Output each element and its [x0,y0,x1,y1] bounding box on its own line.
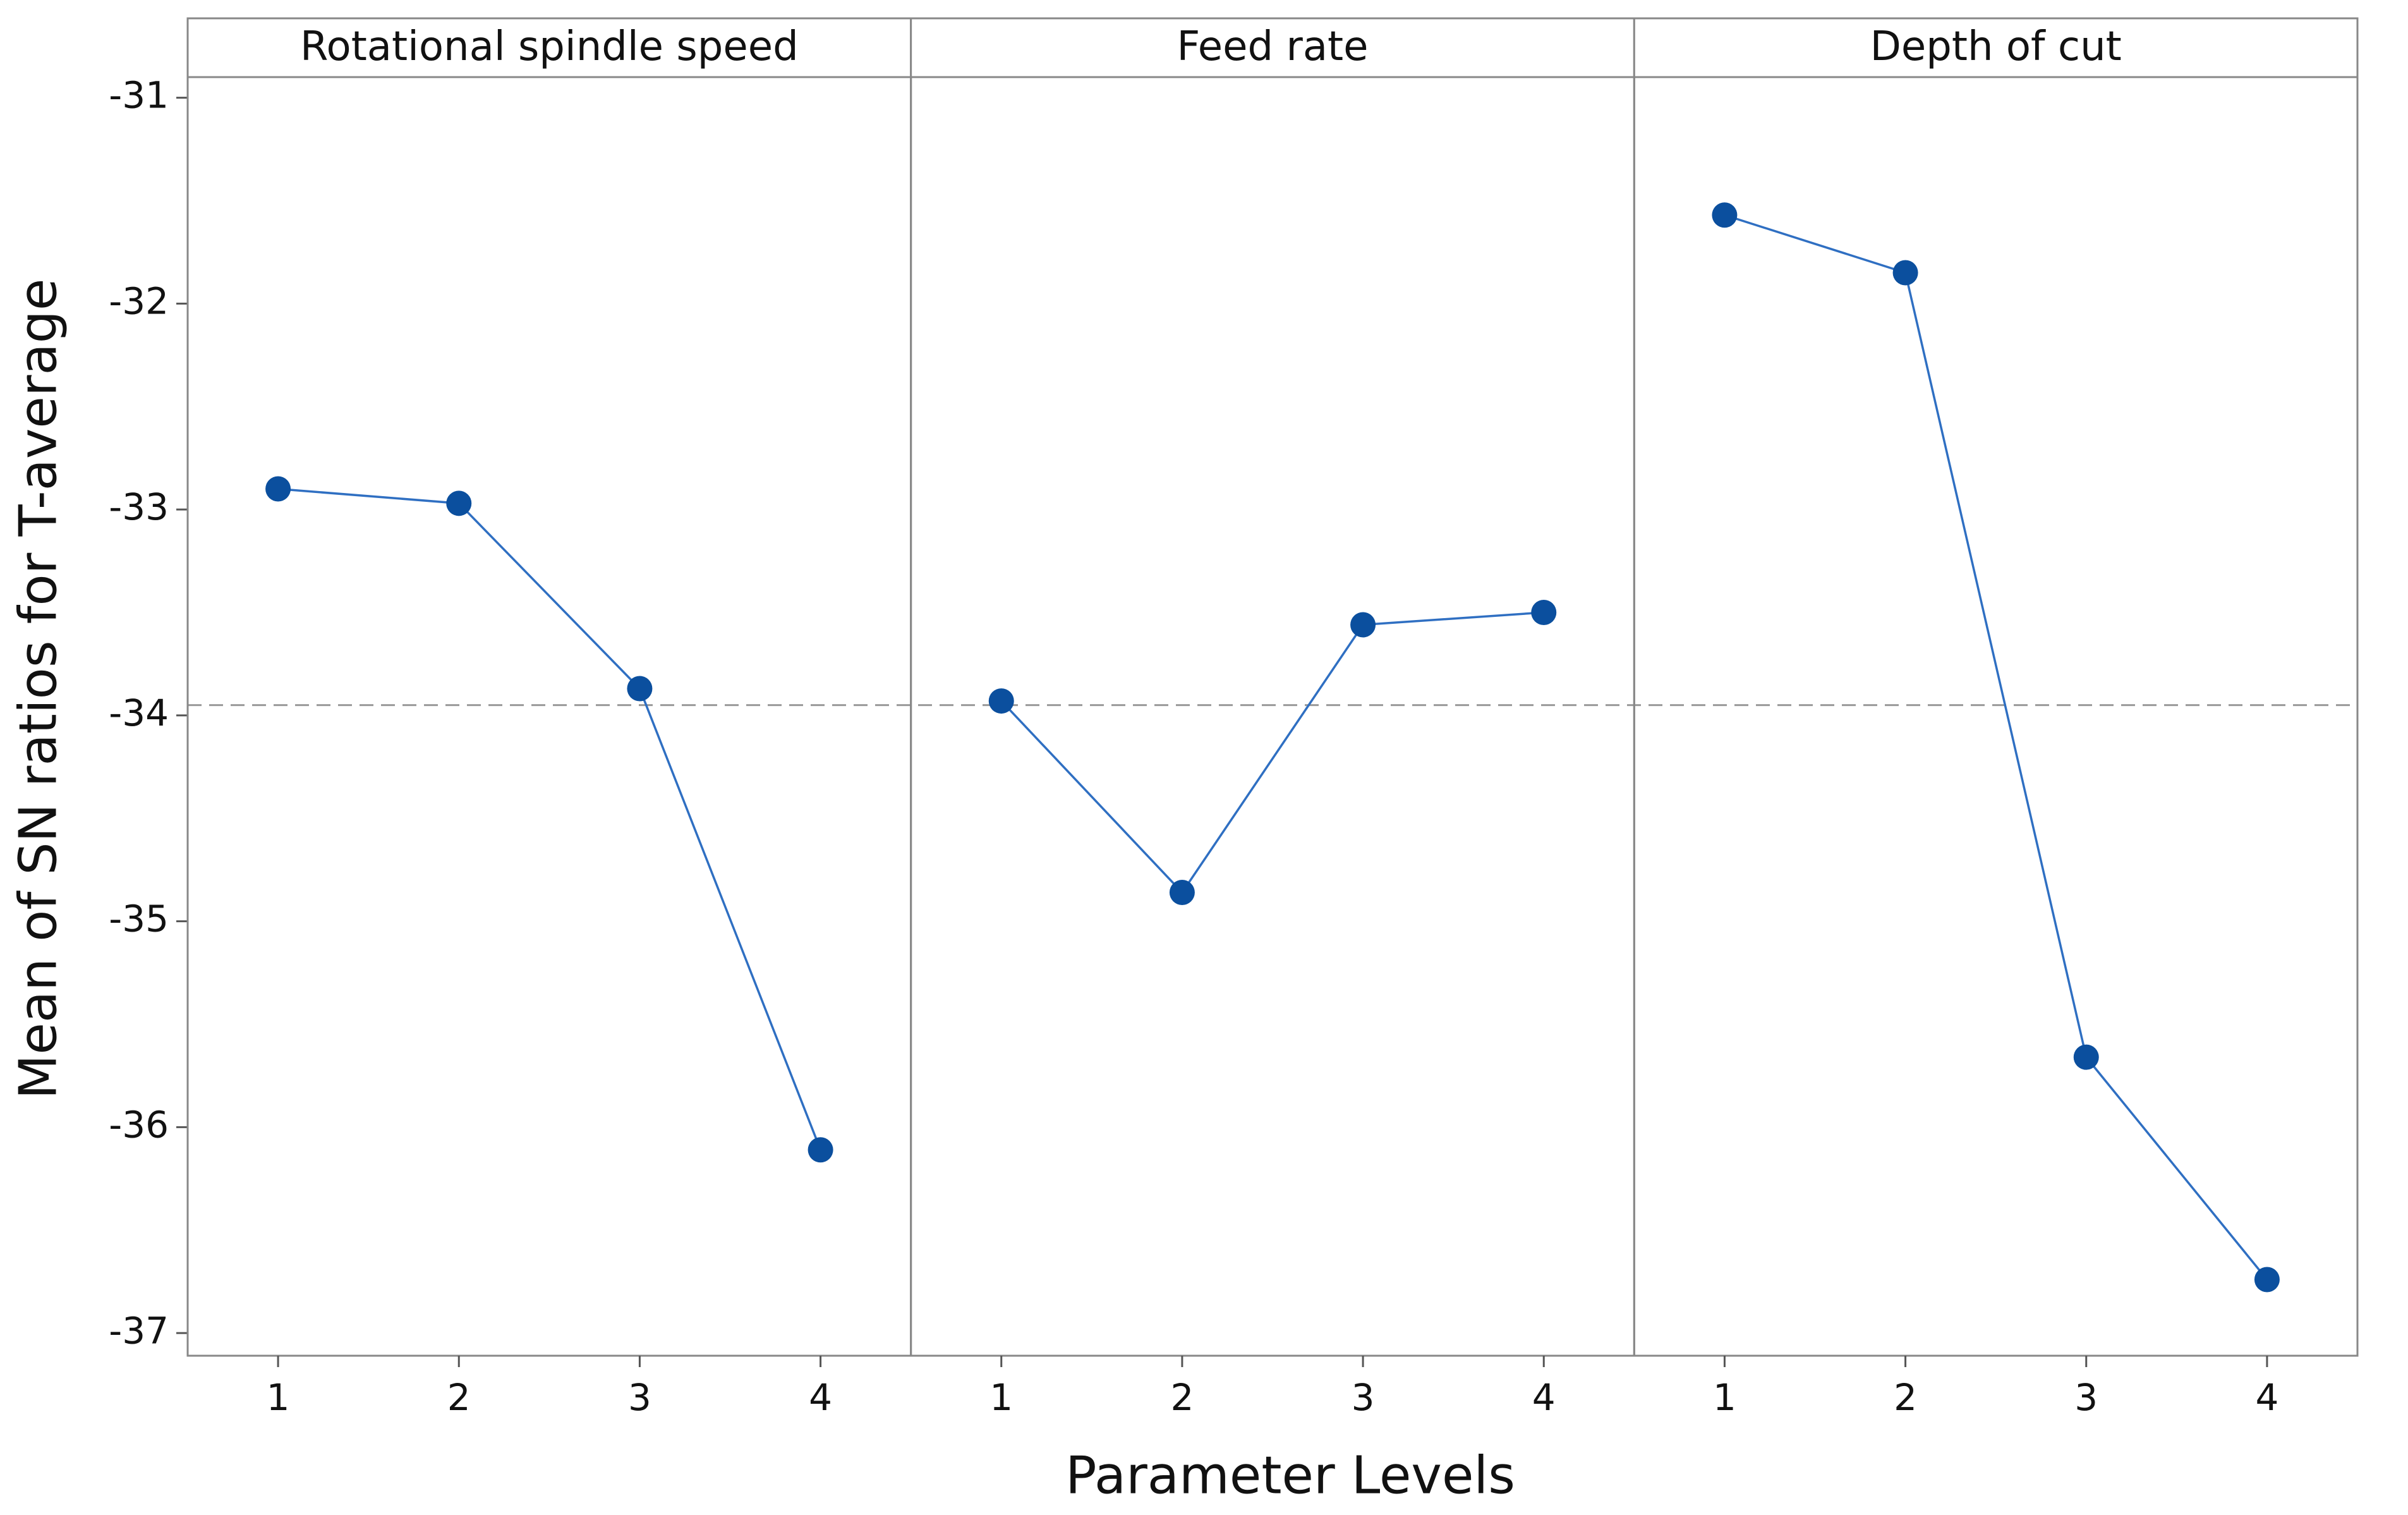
marker [1350,612,1376,638]
x-tick-label: 2 [1894,1376,1917,1419]
y-tick-label: -32 [109,279,169,322]
x-tick-label: 4 [809,1376,832,1419]
panel-title: Depth of cut [1870,23,2122,70]
y-tick-label: -36 [109,1104,169,1147]
y-tick-label: -33 [109,485,169,528]
x-tick-label: 3 [628,1376,651,1419]
marker [265,476,291,502]
x-tick-label: 4 [2255,1376,2278,1419]
marker [1531,599,1557,625]
strip [1633,17,2359,78]
x-tick-label: 1 [989,1376,1013,1419]
y-tick-label: -31 [109,74,169,117]
y-axis-title: Mean of SN ratios for T-average [8,279,68,1100]
series-line [1000,611,1544,894]
marker [2073,1044,2099,1070]
y-tick-label: -34 [109,691,169,734]
y-tick-label: -35 [109,897,169,940]
x-tick-label: 2 [447,1376,471,1419]
panel-title: Rotational spindle speed [300,23,799,70]
marker [988,688,1014,714]
x-tick-label: 3 [2074,1376,2098,1419]
panel-frame [910,76,1635,1357]
marker [1712,202,1738,228]
x-tick-label: 3 [1352,1376,1375,1419]
panel-title: Feed rate [1177,23,1368,70]
x-axis-title: Parameter Levels [1065,1445,1515,1506]
x-tick-label: 1 [267,1376,290,1419]
x-tick-label: 4 [1532,1376,1556,1419]
panel-frame [1633,76,2359,1357]
x-tick-label: 1 [1713,1376,1736,1419]
marker [446,490,472,516]
series-line [277,487,822,1150]
marker [1892,260,1918,286]
panel-frame [186,76,912,1357]
marker [1169,880,1195,906]
series-line [1724,214,2268,1281]
x-tick-label: 2 [1170,1376,1194,1419]
y-tick-label: -37 [109,1309,169,1352]
marker [2254,1267,2280,1293]
marker [627,676,653,702]
marker [808,1137,833,1163]
